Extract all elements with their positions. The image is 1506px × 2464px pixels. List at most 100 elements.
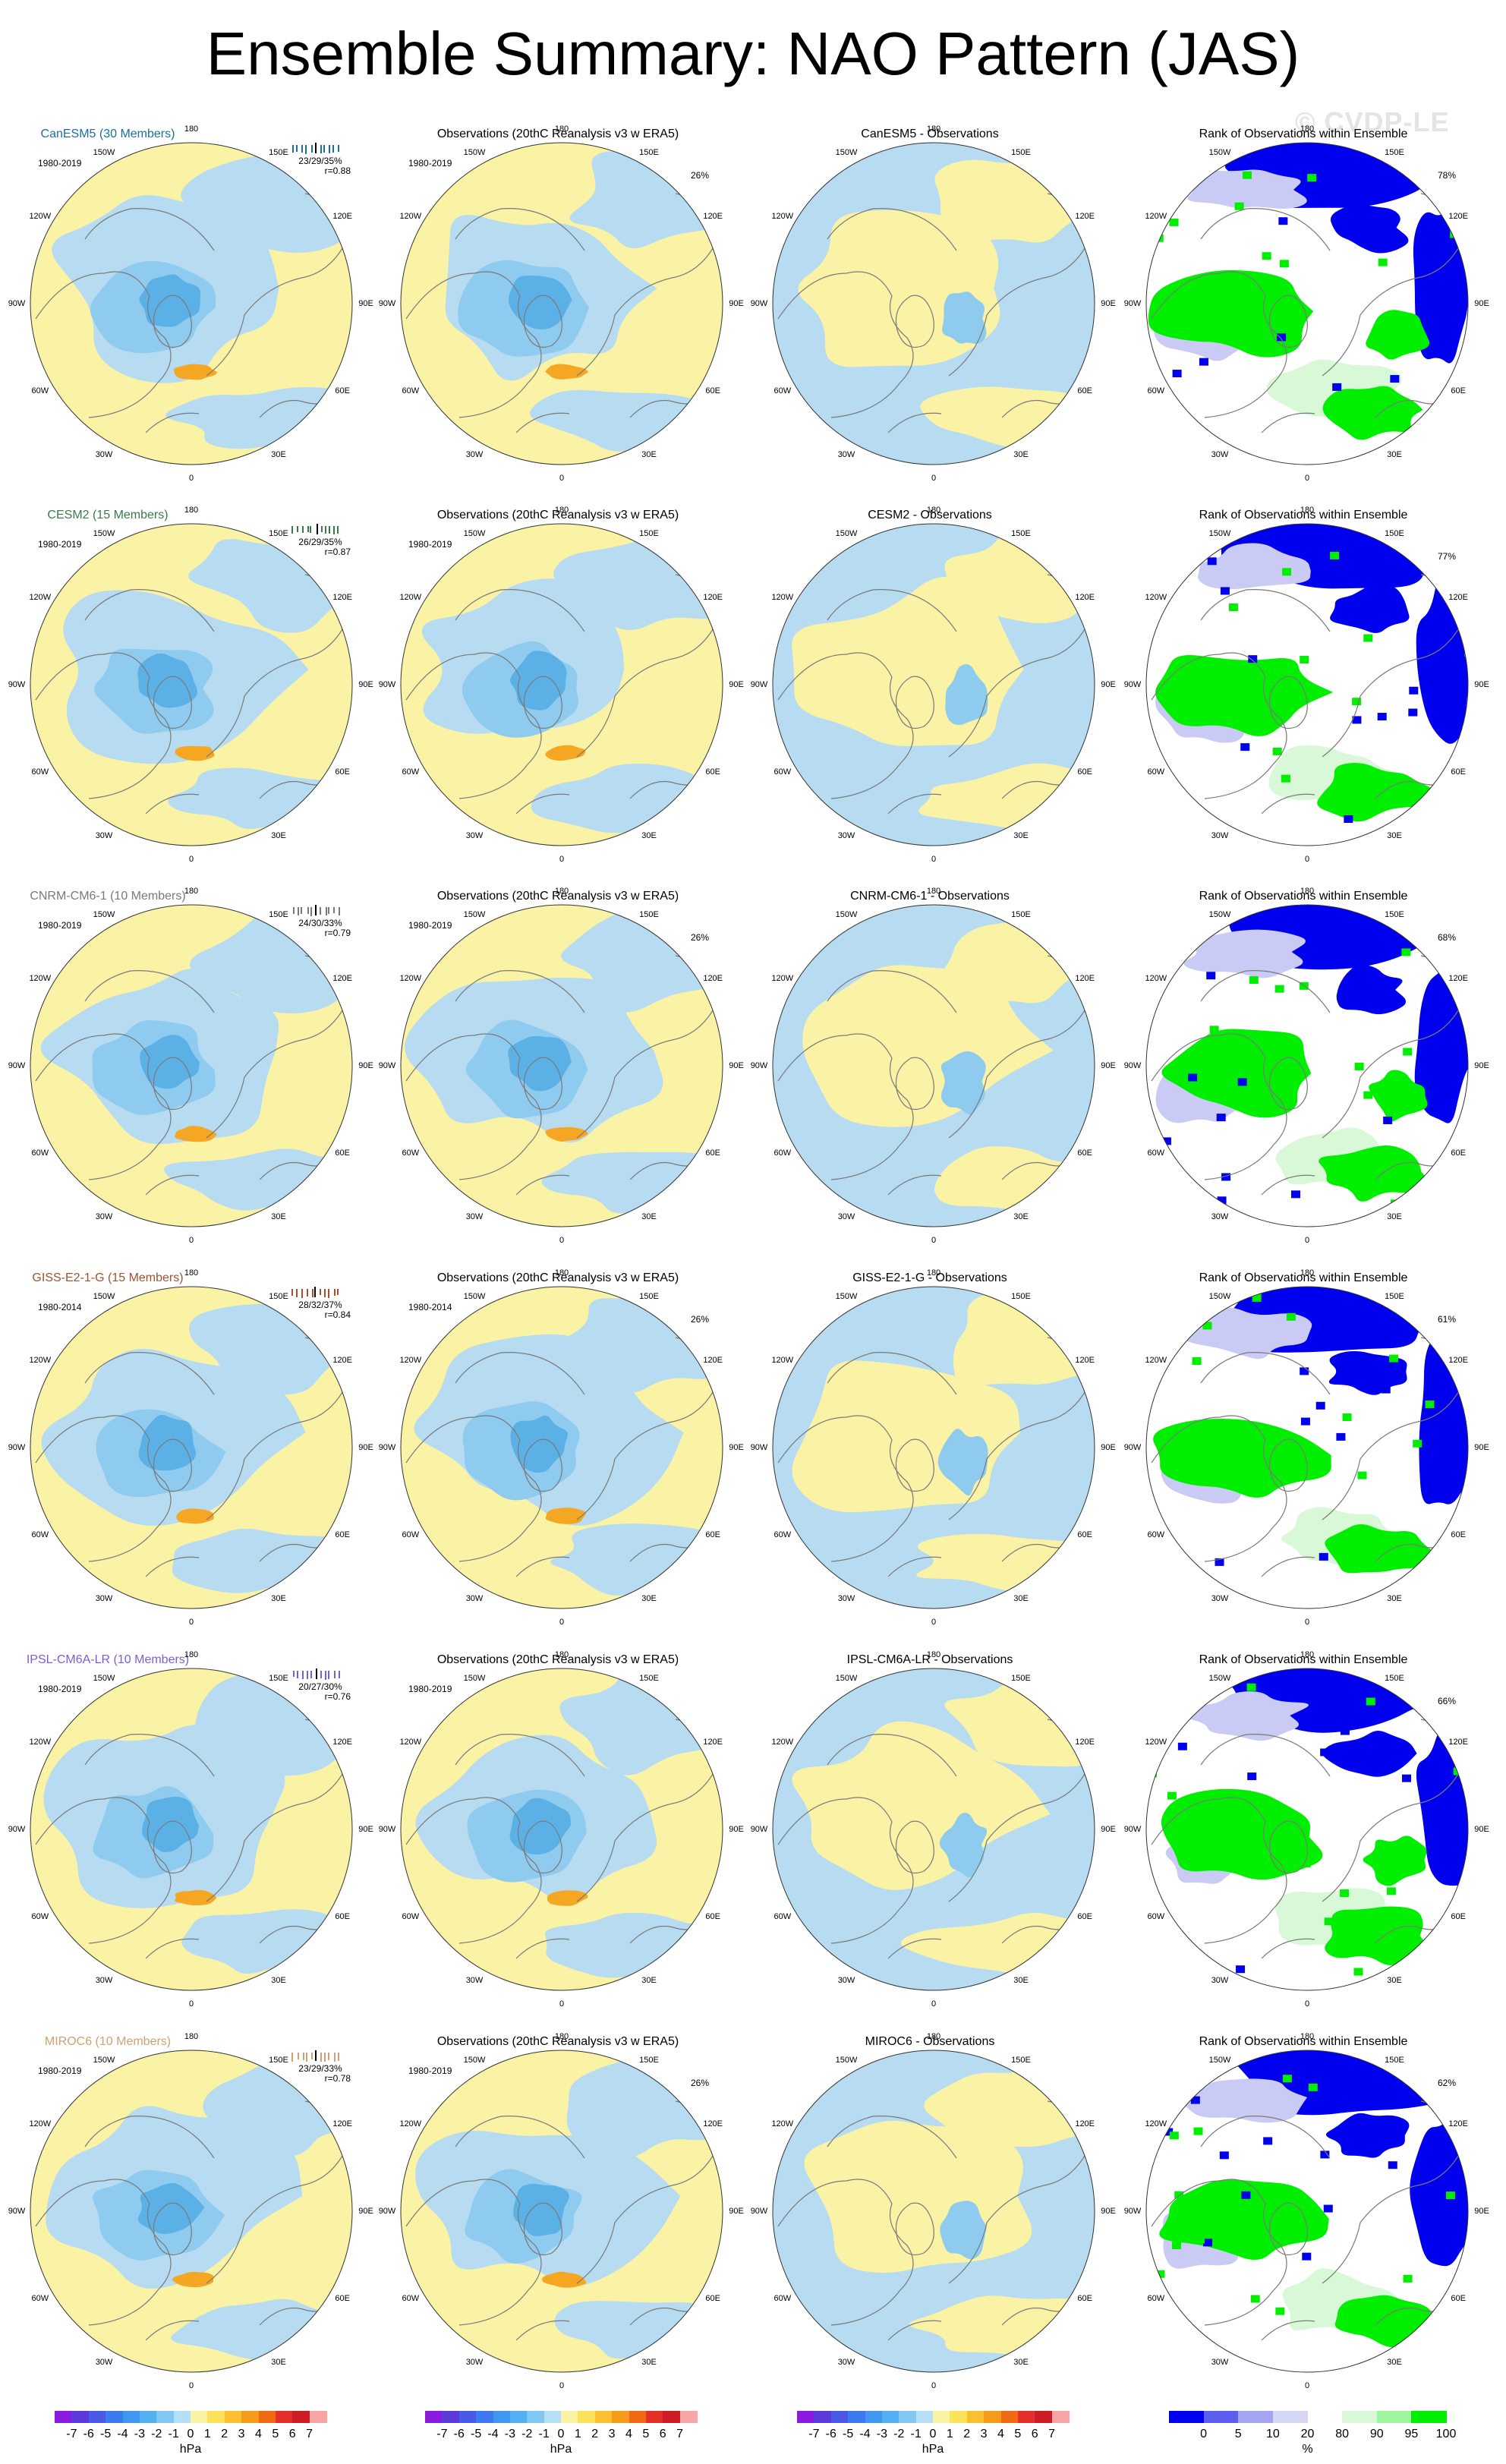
colorbar-swatch <box>594 2411 613 2423</box>
longitude-label: 60E <box>335 1149 350 1158</box>
longitude-label: 120E <box>1448 1356 1469 1365</box>
whisker-tick <box>292 907 295 915</box>
longitude-label: 120E <box>332 212 353 221</box>
colorbar-tick-label: 7 <box>306 2428 313 2440</box>
anomaly-region <box>802 965 1054 1127</box>
longitude-label: 150E <box>1011 147 1031 157</box>
longitude-label: 120E <box>1448 2119 1469 2128</box>
map-border <box>772 2050 1095 2373</box>
longitude-label: 60W <box>1147 767 1165 777</box>
colorbar-swatch <box>612 2411 629 2423</box>
longitude-label: 90E <box>358 1443 373 1452</box>
colorbar-tick-label: 1 <box>946 2428 953 2440</box>
panel-title: CESM2 (15 Members) <box>47 509 169 521</box>
whisker-tick <box>332 526 335 535</box>
longitude-label: 180 <box>1300 124 1315 134</box>
longitude-label: 120E <box>1448 1738 1469 1747</box>
longitude-label: 120W <box>399 1738 422 1747</box>
whisker-tick <box>302 526 304 534</box>
rank-green-region <box>1155 654 1334 736</box>
colorbar-swatch <box>950 2411 968 2423</box>
longitude-label: 30E <box>1387 450 1402 460</box>
longitude-label: 150W <box>835 1673 858 1683</box>
percent-variance: 78% <box>1438 170 1457 181</box>
map-border <box>400 904 723 1227</box>
panel-rank-3: Rank of Observations within Ensemble 61% <box>1125 1271 1482 1636</box>
colorbar-swatch <box>1017 2411 1035 2423</box>
longitude-label: 180 <box>926 506 941 515</box>
colorbar-swatch <box>527 2411 545 2423</box>
analysis-period: 1980-2019 <box>408 1684 452 1694</box>
longitude-label: 150E <box>639 2055 659 2065</box>
panel-title: Observations (20thC Reanalysis v3 w ERA5… <box>436 2035 679 2048</box>
colorbar-swatch <box>207 2411 225 2423</box>
longitude-label: 60E <box>1451 1912 1466 1921</box>
longitude-label: 150E <box>1385 528 1404 538</box>
longitude-label: 30W <box>465 831 484 841</box>
map-border <box>400 142 723 465</box>
colorbar-swatch <box>1307 2411 1343 2423</box>
longitude-label: 90W <box>378 1061 396 1070</box>
longitude-label: 180 <box>184 1268 199 1278</box>
longitude-label: 120W <box>399 974 422 983</box>
colorbar-tick-label: -1 <box>910 2428 922 2440</box>
longitude-label: 90W <box>378 2207 396 2216</box>
map-border <box>1145 1668 1469 1991</box>
longitude-label: 90W <box>1123 2207 1142 2216</box>
longitude-label: 120W <box>29 974 52 983</box>
longitude-label: 0 <box>1304 1618 1310 1627</box>
map-border <box>30 1286 353 1609</box>
analysis-period: 1980-2019 <box>38 920 82 931</box>
longitude-label: 30E <box>1387 1976 1402 1986</box>
colorbar-tick-label: -5 <box>100 2428 112 2440</box>
colorbar-swatch <box>984 2411 1001 2423</box>
longitude-label: 90W <box>750 2207 768 2216</box>
colorbar-tick-label: 4 <box>255 2428 262 2440</box>
colorbar-tick-label: 20 <box>1300 2428 1315 2440</box>
longitude-label: 180 <box>184 2032 199 2041</box>
longitude-label: 30W <box>95 831 113 841</box>
whisker-tick <box>319 907 321 915</box>
longitude-label: 150E <box>1385 1673 1404 1683</box>
longitude-label: 60W <box>402 1149 420 1158</box>
longitude-label: 30W <box>1211 2358 1229 2368</box>
longitude-label: 150E <box>269 2055 288 2065</box>
longitude-label: 60E <box>335 386 350 395</box>
longitude-label: 180 <box>1300 2032 1315 2041</box>
panel-model-0: CanESM5 (30 Members) 1980-2019 23/29/35% r=… <box>9 128 366 492</box>
longitude-label: 60E <box>1077 1149 1092 1158</box>
rank-map <box>1145 1286 1469 1609</box>
colorbar-tick-label: -1 <box>538 2428 550 2440</box>
whisker-tick <box>306 1671 308 1679</box>
longitude-label: 0 <box>931 1618 937 1627</box>
longitude-label: 0 <box>1304 2381 1310 2390</box>
longitude-label: 0 <box>188 855 194 864</box>
colorbar-swatch <box>55 2411 72 2423</box>
colorbar-tick-label: -1 <box>168 2428 179 2440</box>
rank-map <box>1145 2050 1469 2373</box>
colorbar-swatch <box>241 2411 259 2423</box>
longitude-label: 120E <box>1075 2119 1095 2128</box>
panel-title: MIROC6 - Observations <box>865 2035 995 2048</box>
colorbar-tick-label: 5 <box>272 2428 279 2440</box>
colorbar-swatch <box>663 2411 681 2423</box>
longitude-label: 90W <box>1123 680 1142 689</box>
whisker-tick <box>307 526 309 533</box>
whisker-tick <box>316 524 318 534</box>
longitude-label: 120E <box>1448 974 1469 983</box>
colorbar-unit: hPa <box>179 2443 202 2456</box>
whisker-tick <box>337 1289 339 1296</box>
longitude-label: 60E <box>1451 767 1466 777</box>
longitude-label: 60E <box>1077 767 1092 777</box>
whisker-tick <box>323 145 326 153</box>
whisker-tick <box>315 905 317 915</box>
colorbar-swatch <box>578 2411 596 2423</box>
panel-rank-0: Rank of Observations within Ensemble 78% <box>1125 128 1482 492</box>
longitude-label: 120E <box>332 2119 353 2128</box>
longitude-label: 90W <box>8 299 26 308</box>
longitude-label: 0 <box>559 1236 565 1245</box>
colorbar-tick-label: 95 <box>1404 2428 1419 2440</box>
stats-percentiles: 28/32/37% <box>298 1300 342 1310</box>
panel-diff-4: IPSL-CM6A-LR - Observations <box>751 1653 1108 2018</box>
colorbar-hpa-1: -7 -6 -5 -4 -3 -2 -1 0 1 2 3 4 5 6 7 hPa <box>55 2411 327 2464</box>
